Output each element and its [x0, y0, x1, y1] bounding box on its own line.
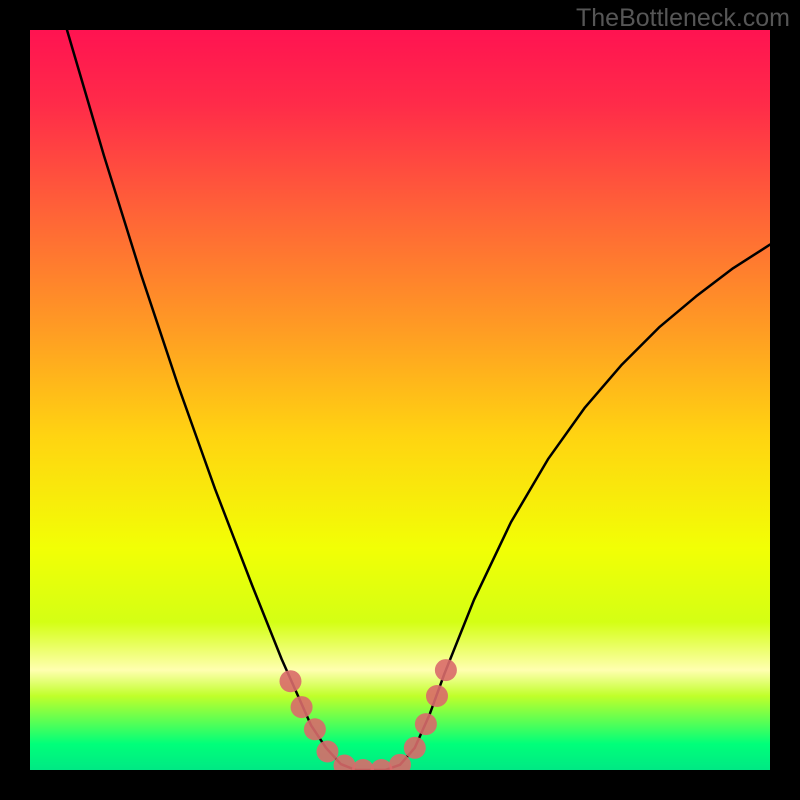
marker-dot [435, 659, 457, 681]
frame-left [0, 0, 30, 800]
frame-right [770, 0, 800, 800]
bottleneck-chart [0, 0, 800, 800]
marker-dot [316, 741, 338, 763]
marker-dot [304, 718, 326, 740]
chart-root: TheBottleneck.com [0, 0, 800, 800]
marker-dot [404, 737, 426, 759]
plot-background [30, 30, 770, 770]
marker-dot [426, 685, 448, 707]
marker-dot [291, 696, 313, 718]
frame-bottom [0, 770, 800, 800]
marker-dot [279, 670, 301, 692]
marker-dot [415, 713, 437, 735]
watermark-text: TheBottleneck.com [576, 4, 790, 33]
